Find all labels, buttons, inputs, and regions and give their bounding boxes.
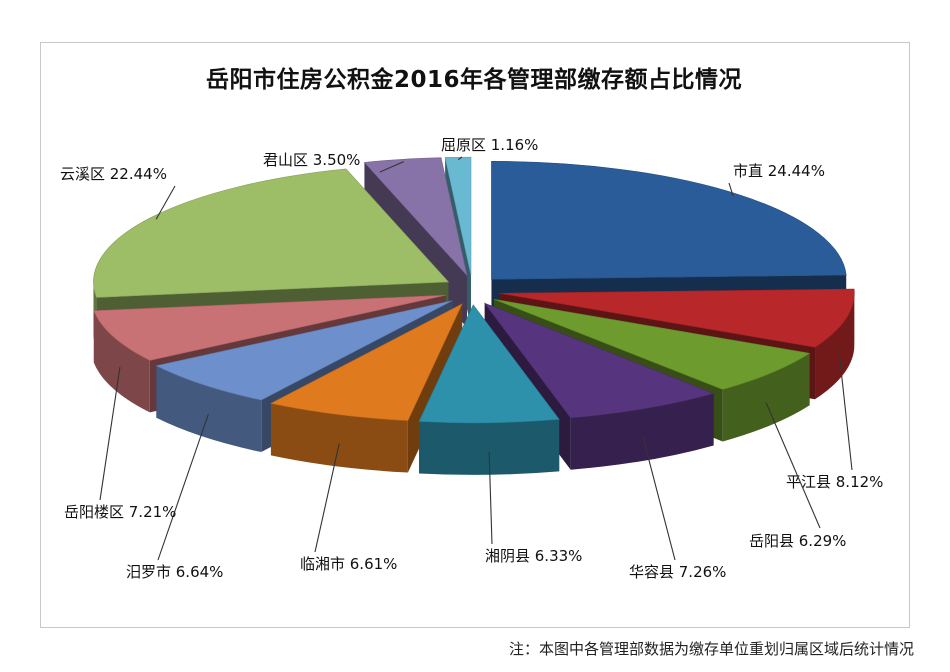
slice-top (270, 303, 463, 421)
slice-top (491, 160, 847, 280)
data-label: 市直 24.44% (733, 162, 825, 180)
chart-title: 岳阳市住房公积金2016年各管理部缴存额占比情况 (205, 67, 742, 93)
leader-line (642, 437, 676, 561)
leader-line (314, 443, 340, 553)
data-label: 临湘市 6.61% (300, 555, 397, 573)
slice-top (418, 304, 560, 424)
pie-slice-4 (418, 304, 560, 475)
data-label: 云溪区 22.44% (60, 165, 167, 183)
slice-outer-wall (570, 393, 714, 470)
leader-line (838, 349, 853, 471)
slice-outer-wall (722, 353, 810, 442)
leader-line (155, 185, 176, 220)
slice-top (483, 302, 715, 419)
data-label: 岳阳县 6.29% (749, 532, 846, 550)
data-label: 平江县 8.12% (786, 473, 883, 491)
leader-line (765, 402, 821, 529)
slice-outer-wall (156, 365, 262, 453)
data-label: 汨罗市 6.64% (126, 563, 223, 581)
data-label: 君山区 3.50% (263, 151, 360, 169)
slice-top (93, 294, 446, 361)
data-label: 湘阴县 6.33% (485, 547, 582, 565)
slice-top (93, 168, 450, 298)
slice-outer-wall (419, 419, 560, 475)
slice-outer-wall (270, 403, 408, 473)
leader-line (157, 414, 209, 561)
leader-line (728, 182, 734, 197)
leader-line (457, 156, 463, 161)
leader-line (488, 451, 493, 545)
slice-top (493, 298, 811, 390)
data-label: 华容县 7.26% (629, 563, 726, 581)
slice-top (363, 157, 468, 277)
leader-line (379, 161, 404, 173)
slice-outer-wall (815, 293, 855, 400)
pie-slice-5 (270, 303, 463, 473)
data-label: 屈原区 1.16% (441, 136, 538, 154)
footnote: 注：本图中各管理部数据为缴存单位重划归属区域后统计情况 (508, 640, 914, 658)
leader-line (99, 366, 121, 501)
slice-top (444, 156, 472, 276)
slice-top (499, 288, 855, 348)
data-label: 岳阳楼区 7.21% (64, 503, 176, 521)
slice-outer-wall (93, 310, 150, 413)
slice-top (155, 300, 453, 401)
